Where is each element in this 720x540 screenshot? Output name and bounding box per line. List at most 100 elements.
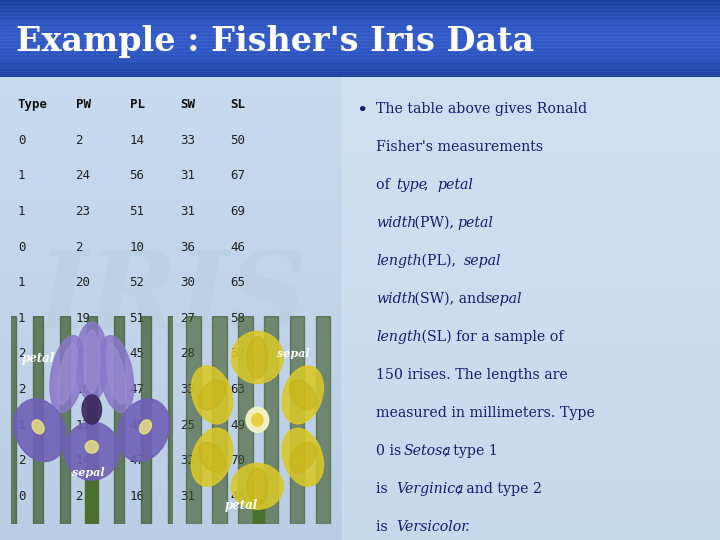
Bar [0,62,720,63]
Text: 30: 30 [180,276,195,289]
Text: 47: 47 [130,454,145,468]
Bar [0,338,720,343]
Bar [85,465,98,524]
Bar [0,534,720,540]
Text: 0: 0 [18,134,25,147]
Bar [0,193,720,199]
Bar [0,16,720,17]
Bar [0,72,720,73]
Text: 28: 28 [180,347,195,361]
Bar [0,367,720,372]
Bar [0,418,720,424]
Bar [0,378,720,384]
Text: ,: , [423,178,433,192]
Ellipse shape [85,441,98,453]
Text: 17: 17 [76,418,91,432]
Bar [0,233,720,239]
Bar [0,268,720,274]
Text: 1: 1 [18,276,25,289]
Ellipse shape [192,366,233,424]
Text: 14: 14 [130,134,145,147]
Bar [0,303,720,309]
Bar [0,274,720,280]
Bar [0,18,720,19]
Bar [0,395,720,401]
Bar [0,39,720,40]
Text: 69: 69 [230,205,246,218]
Bar [0,37,720,39]
Bar [0,187,720,193]
Bar [186,316,201,524]
Text: The table above gives Ronald: The table above gives Ronald [376,102,588,116]
Bar [0,68,720,70]
Text: 2: 2 [18,454,25,468]
Bar [0,64,720,66]
Bar [0,11,720,13]
Text: •: • [356,102,368,119]
Text: 45: 45 [130,347,145,361]
Bar [33,316,42,524]
Text: 48: 48 [230,490,246,503]
Bar [0,48,720,49]
Bar [0,58,720,59]
Bar [0,55,720,57]
Text: 51: 51 [130,312,145,325]
Text: 2: 2 [76,241,83,254]
Text: 63: 63 [230,383,246,396]
Bar [0,46,720,48]
Bar [0,36,720,37]
Text: petal: petal [437,178,473,192]
Text: 1: 1 [18,418,25,432]
Ellipse shape [232,332,284,383]
Text: 10: 10 [130,241,145,254]
Bar [0,262,720,268]
Bar [0,8,720,9]
Bar [0,476,720,482]
Bar [0,21,720,22]
Bar [0,89,720,94]
Bar [0,442,720,448]
Bar [0,430,720,436]
Bar [0,32,720,33]
Bar [0,436,720,442]
Text: PL: PL [130,98,145,111]
Text: 2: 2 [76,134,83,147]
Bar [0,523,720,529]
Bar [0,164,720,170]
Text: 25: 25 [180,418,195,432]
Ellipse shape [76,322,108,401]
Ellipse shape [246,407,269,433]
Text: Fisher's measurements: Fisher's measurements [376,139,544,153]
Bar [0,19,720,21]
Text: petal: petal [225,500,258,512]
Text: 150 irises. The lengths are: 150 irises. The lengths are [376,368,568,382]
Bar [0,6,720,8]
Text: 47: 47 [130,383,145,396]
Bar [0,94,720,100]
Text: width: width [376,292,417,306]
Ellipse shape [199,380,225,410]
Bar [0,216,720,222]
Bar [0,70,720,71]
Bar [0,35,720,36]
Ellipse shape [14,399,66,462]
Bar [0,152,720,158]
Bar [0,170,720,176]
Text: 1: 1 [18,312,25,325]
Bar [0,51,720,53]
Text: 50: 50 [230,134,246,147]
Text: (PW),: (PW), [410,215,459,230]
Text: 65: 65 [230,276,246,289]
Text: SL: SL [230,98,246,111]
Ellipse shape [140,420,151,434]
Bar [0,176,720,181]
Text: (SL) for a sample of: (SL) for a sample of [417,329,564,344]
Bar [0,50,720,51]
Ellipse shape [32,420,44,434]
Bar [0,13,720,14]
Bar [0,106,720,112]
Ellipse shape [58,344,78,404]
Text: 23: 23 [76,205,91,218]
Text: 33: 33 [180,383,195,396]
Ellipse shape [252,414,263,426]
